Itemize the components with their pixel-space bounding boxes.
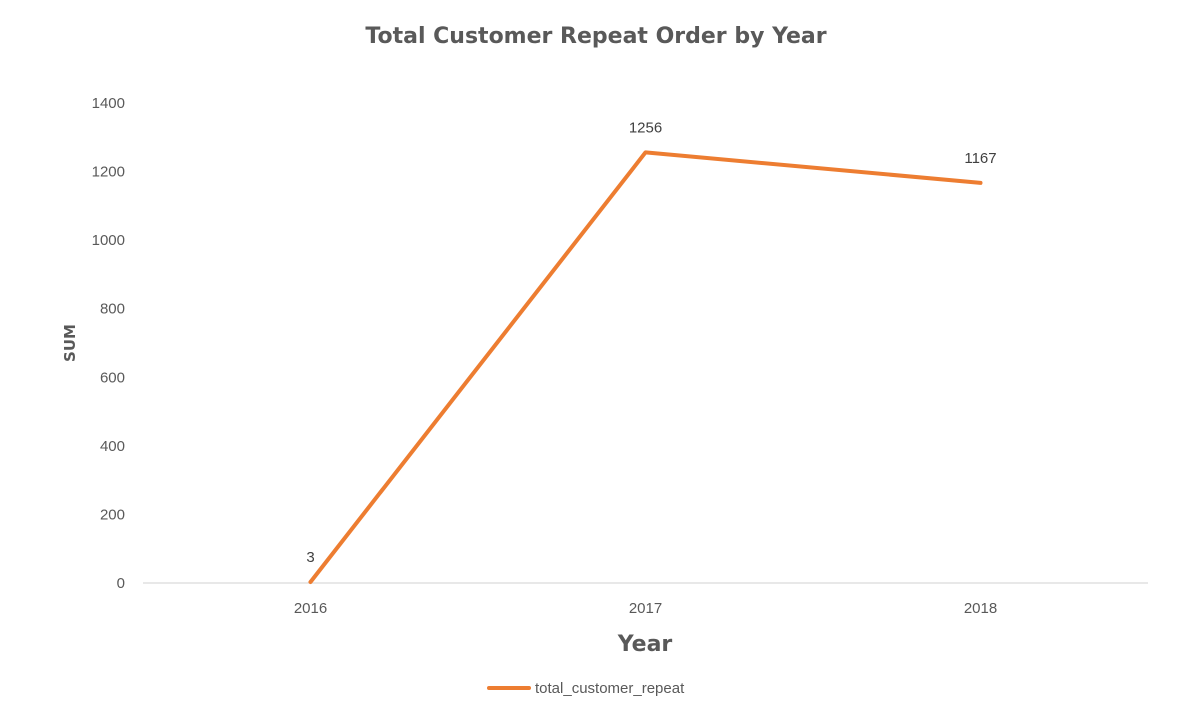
x-tick-label: 2018: [964, 600, 997, 617]
y-tick-label: 400: [100, 438, 125, 455]
y-tick-label: 1200: [92, 164, 125, 181]
data-label: 3: [306, 549, 314, 566]
y-tick-label: 800: [100, 301, 125, 318]
series-layer: [308, 150, 983, 584]
series-line-total_customer_repeat: [308, 150, 983, 584]
y-axis-ticks: 0 200 400 600 800 1000 1200 1400: [92, 95, 125, 592]
x-tick-label: 2017: [629, 600, 662, 617]
chart-title: Total Customer Repeat Order by Year: [365, 24, 826, 49]
y-tick-label: 0: [117, 575, 125, 592]
data-label: 1167: [964, 150, 996, 167]
y-axis-title: SUM: [61, 324, 79, 362]
legend-label: total_customer_repeat: [535, 680, 685, 697]
x-axis-ticks: 2016 2017 2018: [294, 600, 997, 617]
y-tick-label: 600: [100, 369, 125, 386]
y-tick-label: 1000: [92, 232, 125, 249]
legend: total_customer_repeat: [487, 680, 685, 697]
x-axis-title: Year: [617, 632, 673, 657]
y-tick-label: 1400: [92, 95, 125, 112]
data-label: 1256: [629, 119, 662, 136]
data-labels: 3 1256 1167: [306, 119, 996, 566]
x-tick-label: 2016: [294, 600, 327, 617]
y-tick-label: 200: [100, 506, 125, 523]
